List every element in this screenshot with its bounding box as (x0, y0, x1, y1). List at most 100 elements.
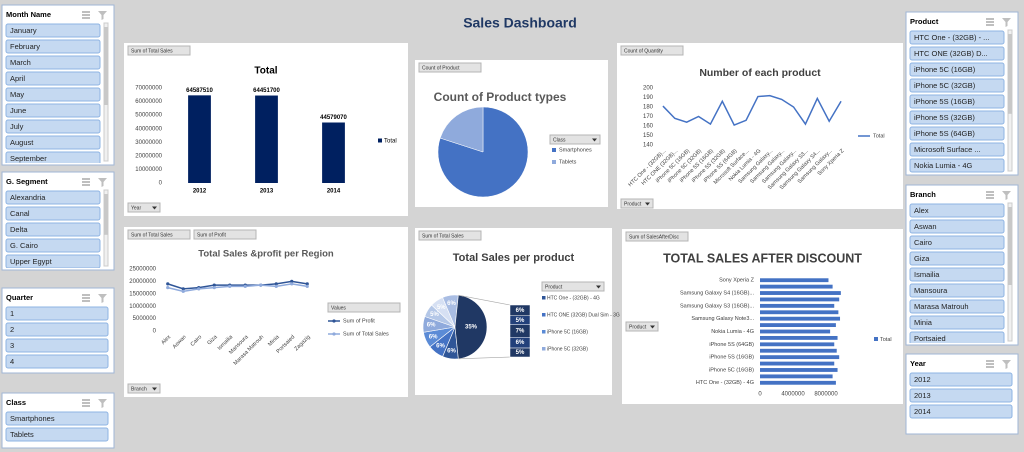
slicer-item[interactable] (5, 87, 101, 102)
y-tick-label: Samsung Galaxy S3 (16GB)... (680, 303, 754, 309)
slicer-item[interactable] (909, 315, 1005, 330)
data-label: 6% (516, 340, 525, 346)
y-tick-label: Samsung Galaxy S4 (16GB)... (680, 290, 754, 296)
field-button[interactable] (193, 229, 257, 240)
clear-filter-icon[interactable] (1002, 360, 1011, 369)
slicer-item[interactable] (909, 283, 1005, 298)
y-tick-label: 15000000 (129, 291, 156, 297)
bar (760, 329, 831, 334)
slicer-item[interactable] (909, 158, 1005, 173)
legend-swatch (552, 160, 556, 164)
slicer-item[interactable] (909, 235, 1005, 250)
field-button[interactable] (127, 229, 191, 240)
data-label: 7% (516, 329, 525, 335)
legend-swatch (542, 330, 546, 334)
slicer-item[interactable] (5, 190, 101, 205)
slicer-item[interactable] (909, 267, 1005, 282)
slicer-item[interactable] (5, 55, 101, 70)
field-button[interactable] (625, 321, 659, 332)
slicer-item[interactable] (5, 71, 101, 86)
chart-title: Total Sales &profit per Region (198, 249, 334, 260)
slicer-item[interactable] (5, 39, 101, 54)
slicer-item[interactable] (909, 78, 1005, 93)
slicer-item[interactable] (5, 322, 109, 337)
slicer-item[interactable] (909, 219, 1005, 234)
slicer-item[interactable] (5, 151, 101, 165)
slicer-items: Smartphones Tablets (5, 411, 109, 442)
field-button[interactable] (549, 134, 601, 145)
slicer-item[interactable] (909, 110, 1005, 125)
slicer-item[interactable] (909, 331, 1005, 345)
data-label: 6% (447, 348, 456, 354)
legend-label: HTC One - (32GB) - 4G (547, 295, 600, 301)
field-button[interactable] (327, 302, 401, 313)
field-button-label: Product (624, 201, 642, 207)
bar (322, 122, 345, 183)
y-tick-label: Samsung Galaxy Note3... (691, 316, 754, 322)
y-tick-label: 40000000 (135, 126, 162, 132)
scroll-thumb[interactable] (1008, 34, 1012, 114)
field-button[interactable] (418, 230, 482, 241)
slicer-item-label: Alexandria (10, 193, 46, 202)
slicer-item[interactable] (909, 404, 1013, 419)
marker (212, 286, 216, 290)
slicer-item[interactable] (909, 30, 1005, 45)
slicer-item[interactable] (909, 142, 1005, 157)
scroll-thumb[interactable] (104, 194, 108, 235)
clear-filter-icon[interactable] (98, 399, 107, 408)
slicer-item[interactable] (5, 354, 109, 369)
slicer-item[interactable] (5, 427, 109, 442)
slicer-item[interactable] (5, 119, 101, 134)
slicer-item[interactable] (909, 203, 1005, 218)
slicer-item[interactable] (909, 372, 1013, 387)
scroll-thumb[interactable] (104, 27, 108, 105)
slicer-item[interactable] (5, 206, 101, 221)
bar (255, 95, 278, 183)
slicer-item[interactable] (5, 254, 101, 268)
slicer-item[interactable] (5, 411, 109, 426)
scroll-thumb[interactable] (1008, 207, 1012, 285)
slicer-item[interactable] (909, 126, 1005, 141)
slicer-item[interactable] (909, 62, 1005, 77)
slicer-item[interactable] (5, 222, 101, 237)
slicer-item[interactable] (909, 94, 1005, 109)
slicer-item-label: Microsoft Surface ... (914, 145, 981, 154)
field-button[interactable] (620, 198, 654, 209)
slicer-item[interactable] (909, 46, 1005, 61)
slicer-item-label: Aswan (914, 222, 937, 231)
slicer-item[interactable] (909, 251, 1005, 266)
field-button[interactable] (541, 281, 605, 292)
y-tick-label: iPhone 5S (64GB) (709, 342, 754, 348)
clear-filter-icon[interactable] (98, 294, 107, 303)
slicer-item-label: iPhone 5S (16GB) (914, 97, 975, 106)
slicer-item-label: Marasa Matrouh (914, 302, 969, 311)
clear-filter-icon[interactable] (1002, 18, 1011, 27)
bar (760, 297, 840, 302)
field-button[interactable] (127, 383, 161, 394)
field-button[interactable] (127, 202, 161, 213)
slicer-item[interactable] (909, 388, 1013, 403)
slicer-item-label: Alex (914, 206, 929, 215)
slicer-item-label: iPhone 5S (32GB) (914, 113, 975, 122)
field-button[interactable] (620, 45, 684, 56)
clear-filter-icon[interactable] (1002, 191, 1011, 200)
clear-filter-icon[interactable] (98, 178, 107, 187)
slicer-item[interactable] (5, 306, 109, 321)
slicer-item[interactable] (909, 299, 1005, 314)
line (167, 280, 308, 290)
slicer-item-label: September (10, 154, 47, 163)
slicer-item[interactable] (5, 23, 101, 38)
field-button[interactable] (625, 231, 689, 242)
slicer-item-label: 2013 (914, 391, 931, 400)
marker (181, 289, 185, 293)
slicer-item[interactable] (5, 238, 101, 253)
field-button[interactable] (418, 62, 482, 73)
y-tick-label: 10000000 (129, 304, 156, 310)
clear-filter-icon[interactable] (98, 11, 107, 20)
field-button[interactable] (127, 45, 191, 56)
slicer-item[interactable] (5, 135, 101, 150)
slicer-title: G. Segment (6, 177, 48, 186)
slicer-item[interactable] (5, 103, 101, 118)
slicer-item[interactable] (5, 338, 109, 353)
slicer-item-label: July (10, 122, 24, 131)
